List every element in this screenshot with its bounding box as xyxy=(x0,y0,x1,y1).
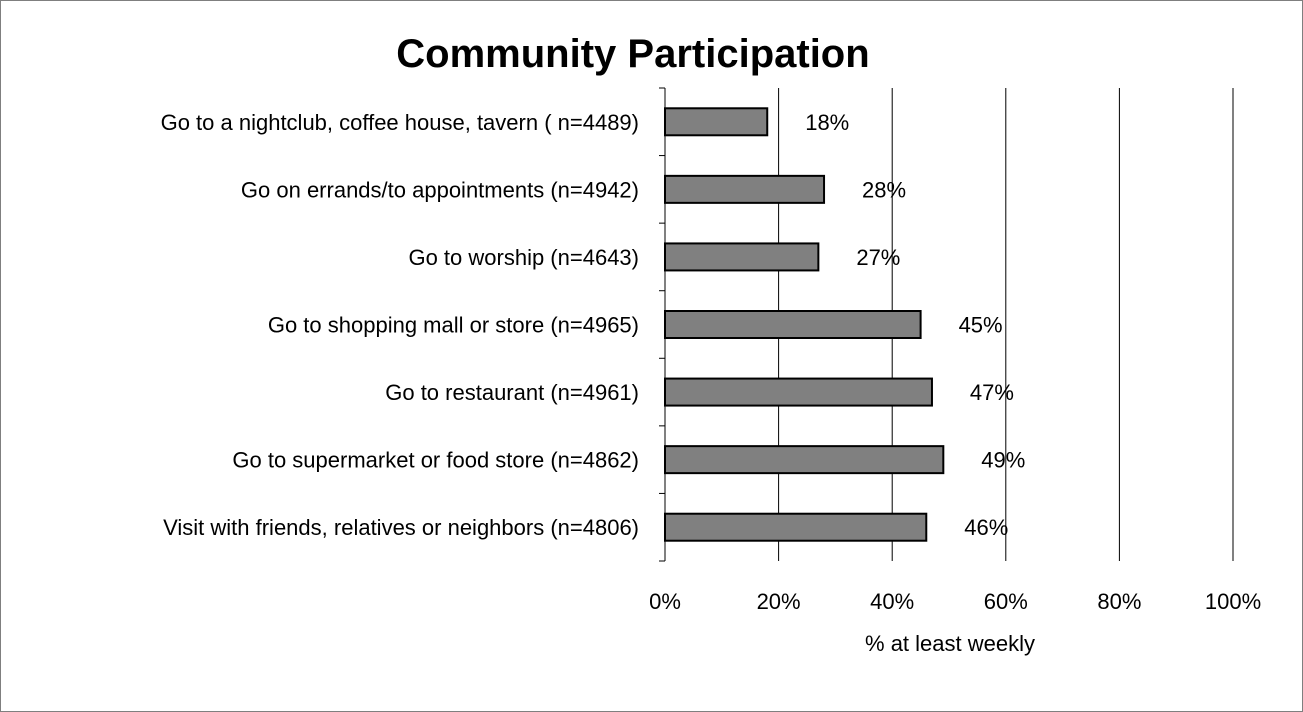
axis-layer xyxy=(659,87,666,562)
bar xyxy=(664,242,820,272)
data-label: 49% xyxy=(981,448,1025,473)
data-label: 46% xyxy=(964,515,1008,540)
data-label: 47% xyxy=(970,380,1014,405)
data-label: 45% xyxy=(959,313,1003,338)
x-tick-label: 100% xyxy=(1205,589,1261,614)
x-tick-label: 20% xyxy=(757,589,801,614)
labels-layer: 0% 20% 40% 60% 80% 100% Go to a nightclub, cof… xyxy=(161,110,1262,614)
x-tick-label: 40% xyxy=(870,589,914,614)
category-label: Go to a nightclub, coffee house, tavern … xyxy=(161,110,639,135)
data-label: 28% xyxy=(862,177,906,202)
grid-layer xyxy=(778,88,1234,561)
data-label: 27% xyxy=(856,245,900,270)
bars-layer xyxy=(664,107,945,542)
x-tick-label: 0% xyxy=(649,589,681,614)
bar xyxy=(664,512,928,542)
chart-title: Community Participation xyxy=(396,32,869,76)
category-label: Go to worship (n=4643) xyxy=(408,245,639,270)
data-label: 18% xyxy=(805,110,849,135)
bar xyxy=(664,310,922,339)
bar xyxy=(664,377,933,407)
bar xyxy=(664,174,826,204)
category-label: Go to shopping mall or store (n=4965) xyxy=(268,313,639,338)
x-tick-label: 60% xyxy=(984,589,1028,614)
x-axis-title: % at least weekly xyxy=(865,631,1035,656)
bar xyxy=(664,107,769,137)
category-label: Go to restaurant (n=4961) xyxy=(385,380,639,405)
category-label: Go on errands/to appointments (n=4942) xyxy=(241,177,639,202)
category-label: Visit with friends, relatives or neighbo… xyxy=(163,515,639,540)
x-tick-label: 80% xyxy=(1097,589,1141,614)
category-label: Go to supermarket or food store (n=4862) xyxy=(232,448,639,473)
bar xyxy=(664,445,945,475)
